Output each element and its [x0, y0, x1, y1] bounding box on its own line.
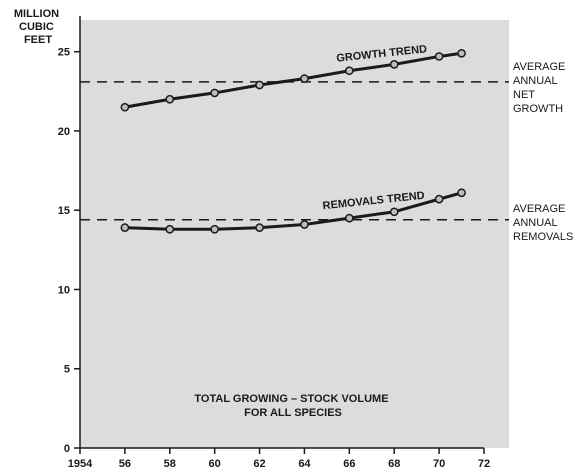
growth-trend-point [434, 52, 444, 61]
growth-trend-point [165, 94, 175, 104]
growth-trend-point [457, 48, 466, 58]
x-tick-label: 56 [119, 458, 131, 470]
removals-trend-point [300, 220, 309, 229]
removals-trend-point [255, 223, 264, 233]
x-tick-label: 60 [209, 458, 221, 470]
x-tick-label: 58 [164, 458, 176, 470]
y-tick-label: 25 [58, 47, 70, 59]
removals-trend-point [165, 224, 175, 234]
x-tick-label: 1954 [68, 458, 93, 470]
growth-trend-point [210, 88, 220, 98]
x-tick-label: 62 [253, 458, 265, 470]
growth-trend-point [300, 74, 309, 84]
y-tick-label: 5 [64, 364, 70, 376]
y-axis-label: MILLION CUBIC FEET [14, 8, 62, 46]
net-growth-reference-label: AVERAGE ANNUAL NET GROWTH [513, 61, 568, 115]
plot-background [80, 20, 509, 448]
removals-trend-point [344, 213, 354, 223]
removals-trend-point [457, 188, 466, 198]
y-tick-label: 0 [64, 443, 70, 455]
x-tick-label: 70 [433, 458, 445, 470]
growth-trend-point [344, 66, 354, 76]
removals-trend-point [120, 223, 130, 233]
y-tick-label: 15 [58, 205, 70, 217]
x-tick-label: 68 [388, 458, 400, 470]
y-tick-label: 20 [58, 126, 70, 138]
growth-trend-point [120, 102, 130, 112]
removals-trend-point [434, 194, 444, 204]
removals-reference-label: AVERAGE ANNUAL REMOVALS [513, 203, 573, 243]
reference-lines [80, 81, 509, 221]
removals-trend-point [210, 224, 220, 234]
x-tick-label: 64 [298, 458, 311, 470]
axes: 0 5 10 15 20 25 1954 56 58 60 62 64 66 68 70 72 [58, 16, 490, 470]
series-lines [120, 48, 466, 234]
removals-trend-point [389, 207, 399, 217]
growth-trend-point [389, 60, 399, 69]
chart-annotation: TOTAL GROWING – STOCK VOLUME FOR ALL SPE… [194, 393, 391, 419]
y-tick-label: 10 [58, 284, 70, 296]
growth-trend-point [255, 80, 264, 90]
x-tick-label: 66 [343, 458, 355, 470]
x-tick-label: 72 [478, 458, 490, 470]
